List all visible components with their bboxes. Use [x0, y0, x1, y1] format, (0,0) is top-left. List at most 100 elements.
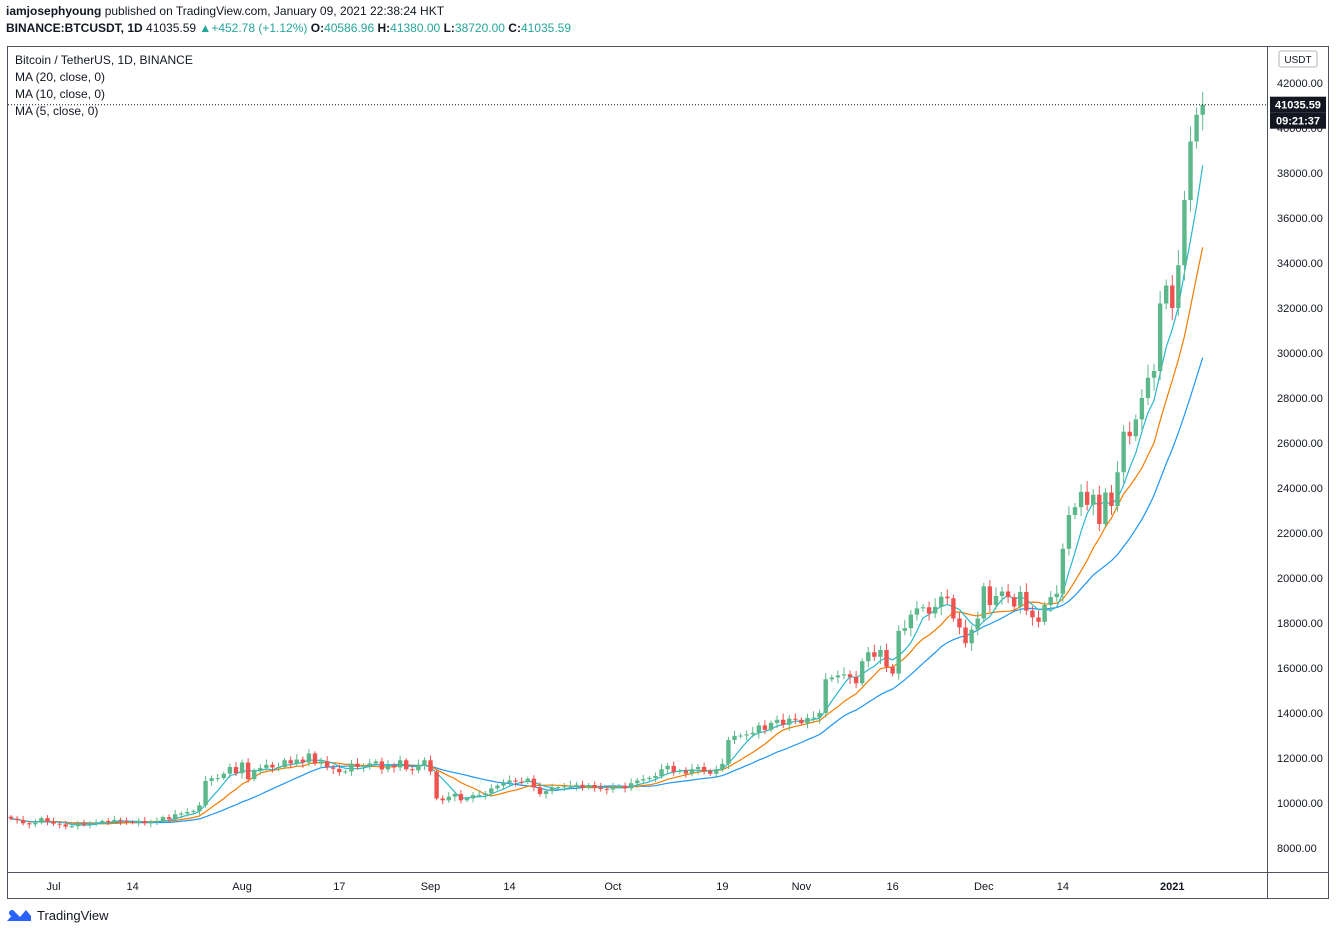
candle-body [39, 818, 44, 823]
candle-body [872, 652, 877, 657]
candle-body [993, 596, 999, 605]
candle-body [209, 778, 214, 781]
candle-body [957, 618, 962, 628]
candle-body [434, 771, 439, 799]
candle-body [951, 598, 956, 619]
price-tick-label: 32000.00 [1277, 303, 1323, 315]
candle-body [45, 818, 50, 822]
candle-body [829, 677, 834, 680]
candle-body [525, 778, 530, 783]
candle-body [294, 759, 299, 764]
price-tick-label: 24000.00 [1277, 483, 1323, 495]
candle-body [1005, 591, 1011, 598]
candle-body [738, 735, 743, 737]
candle-body [896, 630, 901, 674]
candle-body [580, 784, 585, 788]
candle-body [69, 826, 74, 828]
author-name[interactable]: iamjosephyoung [6, 4, 102, 18]
candle-body [1151, 371, 1157, 378]
candle-body [404, 760, 409, 770]
legend-ma10[interactable]: MA (10, close, 0) [15, 87, 106, 101]
candle-body [1121, 431, 1126, 473]
price-tick-label: 34000.00 [1277, 258, 1323, 270]
candle-body [793, 718, 798, 720]
candle-body [647, 777, 652, 780]
candle-body [233, 767, 239, 774]
candle-body [489, 788, 494, 794]
candle-body [337, 768, 342, 773]
countdown-tag [1270, 112, 1326, 129]
candle-body [282, 760, 287, 767]
price-tick-label: 16000.00 [1277, 663, 1323, 675]
candle-body [476, 794, 482, 796]
candle-body [543, 791, 549, 794]
time-tick-label: 14 [126, 881, 138, 893]
candle-body [93, 822, 99, 824]
candle-body [714, 769, 719, 774]
candle-body [349, 763, 354, 772]
price-tick-label: 20000.00 [1277, 573, 1323, 585]
close-label: C: [508, 21, 521, 35]
time-tick-label: 14 [503, 881, 515, 893]
high-value: 41380.00 [390, 21, 441, 35]
price-tick-label: 22000.00 [1277, 528, 1323, 540]
candle-body [160, 817, 166, 821]
candle-body [470, 795, 476, 799]
candle-body [1084, 491, 1090, 505]
candle-body [556, 787, 561, 789]
candle-body [331, 767, 336, 769]
candle-body [598, 787, 603, 790]
tradingview-logo-icon [7, 910, 31, 921]
price-tick-label: 10000.00 [1277, 798, 1323, 810]
candle-body [841, 674, 847, 676]
candle-body [537, 787, 543, 794]
candle-body [1115, 472, 1120, 506]
candle-body [136, 821, 141, 823]
candle-body [695, 767, 701, 770]
footer-brand[interactable]: TradingView [6, 907, 109, 923]
candle-body [1054, 593, 1059, 598]
brand-name: TradingView [37, 907, 109, 923]
candle-body [890, 666, 895, 674]
candle-body [1157, 303, 1163, 371]
candle-body [939, 596, 944, 607]
candle-body [914, 608, 920, 615]
candle-body [568, 785, 573, 787]
candle-body [866, 652, 871, 662]
price-tick-label: 26000.00 [1277, 438, 1323, 450]
legend-title[interactable]: Bitcoin / TetherUS, 1D, BINANCE [15, 53, 193, 67]
candle-body [483, 793, 488, 795]
candle-body [507, 780, 512, 783]
legend-ma20[interactable]: MA (20, close, 0) [15, 70, 106, 84]
candle-body [452, 794, 458, 797]
candle-body [416, 764, 421, 771]
candle-body [428, 760, 433, 772]
last-price: 41035.59 [146, 21, 197, 35]
time-axis-labels[interactable]: Jul 14 Aug 17 Sep 14 Oct 19 Nov 16 Dec 14 2021 [47, 881, 1185, 893]
time-tick-label: 19 [716, 881, 728, 893]
candle-body [1127, 431, 1132, 437]
candle-body [726, 740, 731, 764]
candle-body [1097, 494, 1102, 524]
candle-body [823, 679, 828, 713]
candle-body [27, 823, 32, 825]
candle-body [622, 785, 628, 789]
candle-body [616, 785, 622, 787]
price-axis-labels[interactable]: 42000.0040000.0038000.0036000.0034000.00… [1277, 78, 1323, 855]
candle-body [1078, 491, 1084, 508]
legend-ma5[interactable]: MA (5, close, 0) [15, 104, 99, 118]
candle-body [641, 779, 646, 781]
candle-body [324, 761, 330, 768]
candle-body [628, 783, 634, 789]
candle-body [227, 767, 233, 774]
candle-body [385, 765, 391, 770]
candle-body [653, 776, 658, 778]
candle-body [8, 816, 14, 819]
candle-body [902, 628, 907, 631]
candle-body [811, 717, 816, 719]
candle-body [1109, 492, 1114, 506]
candle-body [671, 765, 676, 772]
price-change: +452.78 (+1.12%) [211, 21, 308, 35]
candle-body [531, 778, 537, 788]
